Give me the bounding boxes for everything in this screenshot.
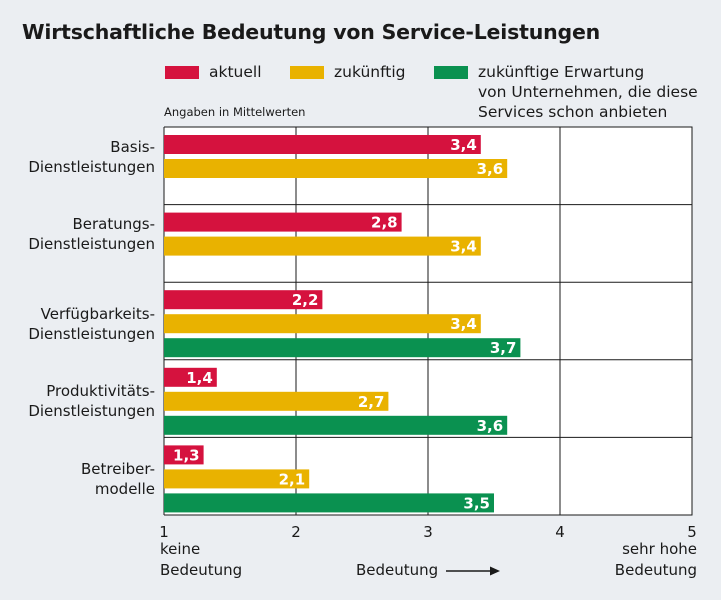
x-tick-label: 2 bbox=[291, 523, 301, 541]
x-tick-label: 5 bbox=[687, 523, 697, 541]
bar-value-label: 1,3 bbox=[173, 446, 200, 464]
x-tick-label: 3 bbox=[423, 523, 433, 541]
bar bbox=[164, 367, 217, 387]
chart-note: Angaben in Mittelwerten bbox=[164, 105, 306, 119]
category-label: Beratungs- Dienstleistungen bbox=[28, 215, 155, 254]
axis-center-label: Bedeutung bbox=[356, 561, 439, 579]
bar-value-label: 2,1 bbox=[279, 470, 306, 488]
bar bbox=[164, 391, 389, 411]
legend-swatch-zukuenftig bbox=[290, 66, 324, 79]
bar bbox=[164, 445, 204, 465]
bar-value-label: 2,8 bbox=[371, 214, 398, 232]
category-label: Basis- Dienstleistungen bbox=[28, 137, 155, 176]
bar bbox=[164, 469, 310, 489]
bar-value-label: 3,6 bbox=[477, 417, 504, 435]
bar bbox=[164, 415, 508, 435]
axis-right-label: sehr hohe Bedeutung bbox=[614, 540, 697, 579]
bar bbox=[164, 212, 402, 232]
bar-value-label: 3,4 bbox=[450, 136, 477, 154]
bar-value-label: 1,4 bbox=[186, 369, 213, 387]
bar bbox=[164, 338, 521, 358]
bar-value-label: 3,4 bbox=[450, 315, 477, 333]
bar-value-label: 3,4 bbox=[450, 238, 477, 256]
bar bbox=[164, 290, 323, 310]
bar-value-label: 3,5 bbox=[463, 494, 490, 512]
category-label: Verfügbarkeits- Dienstleistungen bbox=[28, 304, 155, 343]
bar-value-label: 3,6 bbox=[477, 160, 504, 178]
legend-label-zukuenftig: zukünftig bbox=[334, 63, 406, 81]
legend-item-zukuenftig: zukünftig bbox=[290, 62, 406, 82]
bar-value-label: 3,7 bbox=[490, 339, 517, 357]
legend-swatch-erwartung bbox=[434, 66, 468, 79]
category-label: Produktivitäts- Dienstleistungen bbox=[28, 382, 155, 421]
bar bbox=[164, 159, 508, 178]
x-tick-label: 1 bbox=[159, 523, 169, 541]
legend-label-erwartung: zukünftige Erwartung von Unternehmen, di… bbox=[478, 63, 698, 121]
bar-value-label: 2,7 bbox=[358, 393, 385, 411]
chart-title: Wirtschaftliche Bedeutung von Service-Le… bbox=[22, 20, 601, 44]
axis-left-label: keine Bedeutung bbox=[160, 540, 243, 579]
bar bbox=[164, 493, 494, 513]
x-tick-label: 4 bbox=[555, 523, 565, 541]
category-label: Betreiber- modelle bbox=[80, 459, 155, 498]
bar bbox=[164, 135, 481, 154]
plot-frame bbox=[164, 126, 693, 516]
legend-swatch-aktuell bbox=[165, 66, 199, 79]
legend-item-aktuell: aktuell bbox=[165, 62, 262, 82]
bar bbox=[164, 236, 481, 256]
legend-label-aktuell: aktuell bbox=[209, 63, 262, 81]
bar-value-label: 2,2 bbox=[292, 291, 319, 309]
bar bbox=[164, 314, 481, 334]
axis-arrow-icon bbox=[446, 566, 500, 576]
legend-item-erwartung: zukünftige Erwartung von Unternehmen, di… bbox=[434, 62, 698, 122]
